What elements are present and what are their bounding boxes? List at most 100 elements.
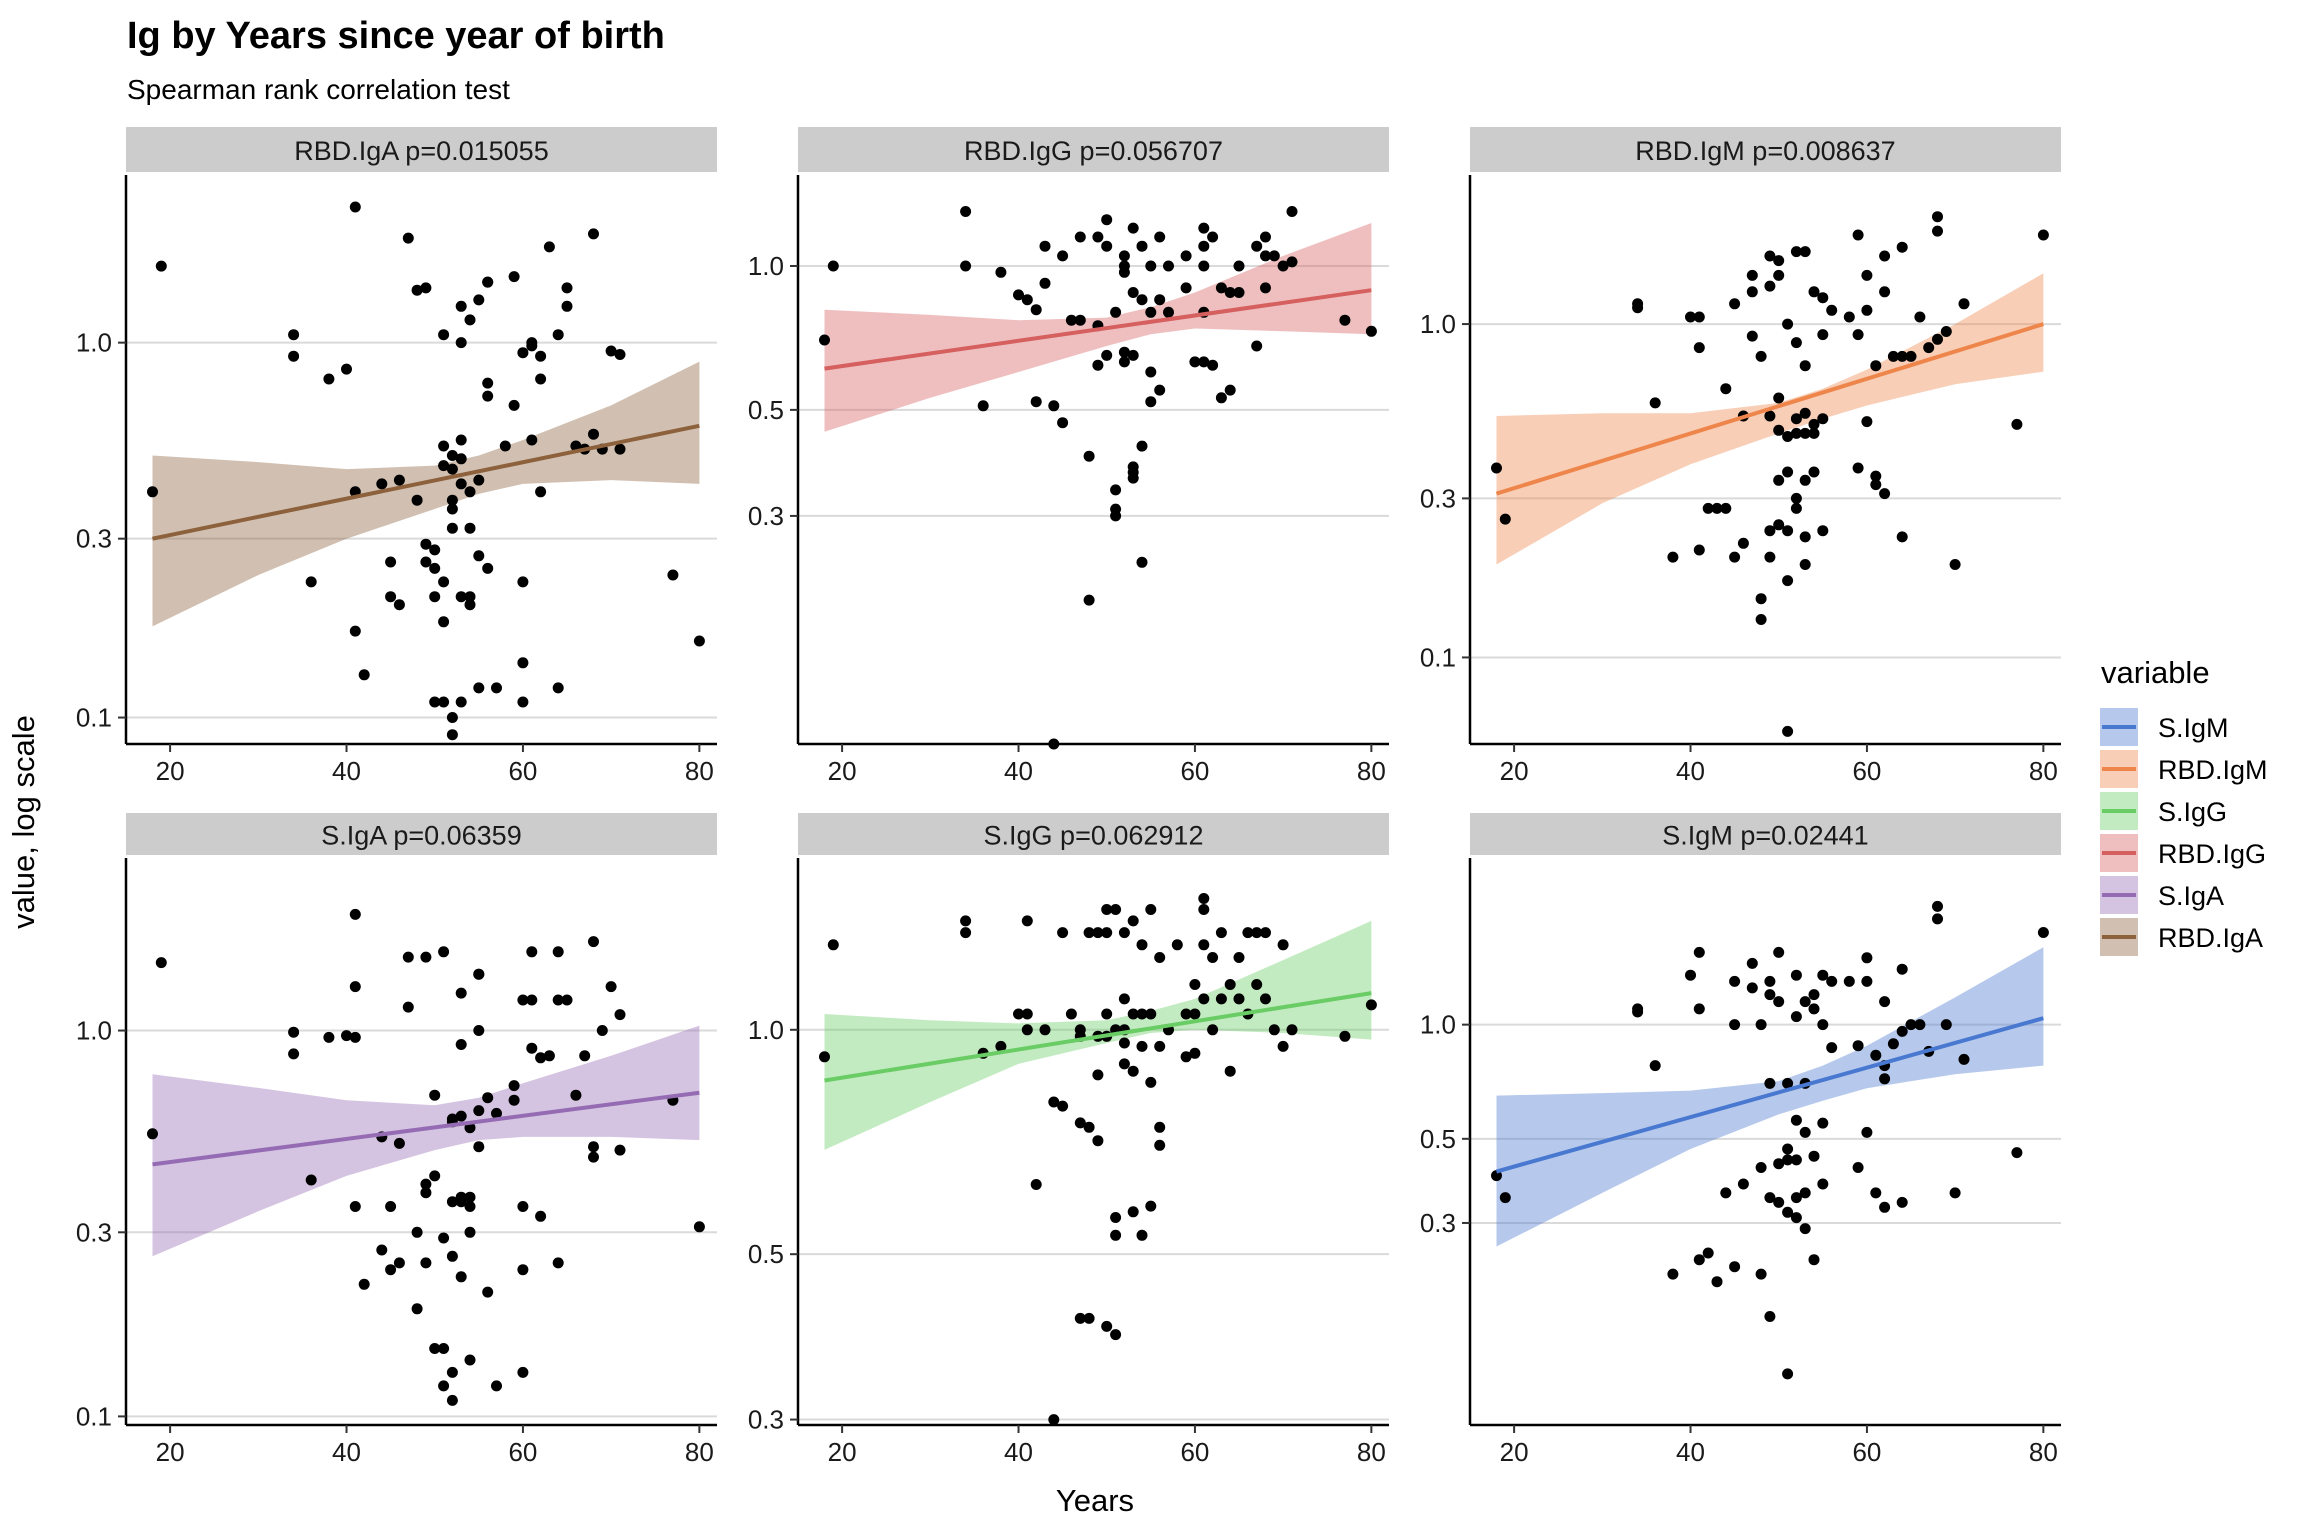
data-point <box>1198 260 1210 272</box>
data-point <box>1790 1192 1802 1204</box>
data-point <box>1773 996 1785 1008</box>
data-point <box>429 1170 441 1182</box>
data-point <box>1773 392 1785 404</box>
data-point <box>1764 551 1776 563</box>
data-point <box>1782 466 1794 478</box>
data-point <box>288 1026 300 1038</box>
data-point <box>1145 366 1157 378</box>
data-point <box>1817 969 1829 981</box>
data-point <box>1879 1201 1891 1213</box>
data-point <box>1127 1008 1139 1020</box>
data-point <box>473 474 485 486</box>
data-point <box>429 1089 441 1101</box>
data-point <box>2011 1147 2023 1159</box>
data-point <box>1207 1024 1219 1036</box>
legend-item-rbd-igm: RBD.IgM <box>2100 750 2268 788</box>
data-point <box>614 443 626 455</box>
data-point <box>147 486 158 498</box>
data-point <box>1729 1019 1741 1031</box>
confidence-ribbon <box>152 1025 700 1257</box>
data-point <box>1118 250 1130 262</box>
data-point <box>1110 503 1122 515</box>
data-point <box>1711 502 1723 514</box>
data-point <box>1932 913 1943 925</box>
data-point <box>341 1030 352 1042</box>
data-point <box>1870 360 1882 372</box>
data-point <box>1154 384 1166 396</box>
x-tick-label: 20 <box>828 756 857 786</box>
data-point <box>960 260 972 272</box>
data-point <box>1861 952 1873 964</box>
data-point <box>517 1201 529 1212</box>
data-point <box>552 329 564 341</box>
y-tick-label: 0.3 <box>748 501 784 531</box>
data-point <box>508 1094 520 1106</box>
data-point <box>552 994 564 1006</box>
data-point <box>446 503 458 515</box>
data-point <box>1755 350 1767 362</box>
data-point <box>1145 396 1157 408</box>
y-tick-label: 1.0 <box>748 1015 784 1045</box>
data-point <box>1083 594 1095 606</box>
data-point <box>349 625 361 637</box>
data-point <box>1198 904 1210 915</box>
data-point <box>1251 240 1263 252</box>
data-point <box>1782 575 1794 587</box>
data-point <box>1136 1008 1148 1020</box>
data-point <box>376 478 388 490</box>
data-point <box>1145 1200 1157 1212</box>
data-point <box>1136 1229 1148 1241</box>
data-point <box>349 201 361 213</box>
data-point <box>393 599 405 611</box>
data-point <box>1092 359 1104 371</box>
data-point <box>1118 356 1130 368</box>
data-point <box>473 294 485 306</box>
y-tick-label: 1.0 <box>76 1016 112 1046</box>
data-point <box>588 1141 599 1153</box>
data-point <box>491 1380 502 1392</box>
data-point <box>455 1271 467 1283</box>
data-point <box>1896 531 1908 543</box>
data-point <box>1136 440 1148 452</box>
x-tick-label: 80 <box>2029 1437 2058 1467</box>
data-point <box>1773 1196 1785 1208</box>
data-point <box>614 349 626 360</box>
data-point <box>1065 314 1077 326</box>
y-tick-label: 1.0 <box>76 328 112 358</box>
data-point <box>1764 1192 1776 1204</box>
data-point <box>1180 250 1192 262</box>
data-point <box>1799 531 1811 543</box>
data-point <box>1632 302 1644 314</box>
data-point <box>827 260 839 272</box>
data-point <box>349 1031 361 1043</box>
data-point <box>1118 1058 1130 1070</box>
data-point <box>1861 269 1873 281</box>
data-point <box>349 981 361 993</box>
legend: variable S.IgM RBD.IgM S.IgG RBD.IgG S.IgA RB… <box>2100 655 2268 956</box>
data-point <box>1101 904 1113 915</box>
data-point <box>1720 383 1732 395</box>
data-point <box>1773 424 1785 436</box>
data-point <box>1826 304 1838 316</box>
data-point <box>1773 1158 1785 1170</box>
data-point <box>464 522 476 534</box>
data-point <box>1764 250 1776 262</box>
data-point <box>464 591 476 603</box>
legend-item-s-igg: S.IgG <box>2100 792 2227 830</box>
data-point <box>446 450 458 461</box>
data-point <box>1861 1126 1873 1138</box>
data-point <box>1790 413 1802 425</box>
data-point <box>482 1092 494 1104</box>
data-point <box>1808 418 1820 430</box>
y-tick-label: 0.1 <box>1420 642 1456 672</box>
data-point <box>1923 342 1935 354</box>
data-point <box>455 696 467 708</box>
data-point <box>1693 1003 1705 1015</box>
legend-item-s-igm: S.IgM <box>2100 708 2229 746</box>
data-point <box>455 1110 467 1122</box>
data-point <box>446 1366 458 1378</box>
data-point <box>1074 231 1086 243</box>
data-point <box>429 591 441 603</box>
y-tick-label: 0.3 <box>76 1217 112 1247</box>
data-point <box>552 682 564 694</box>
